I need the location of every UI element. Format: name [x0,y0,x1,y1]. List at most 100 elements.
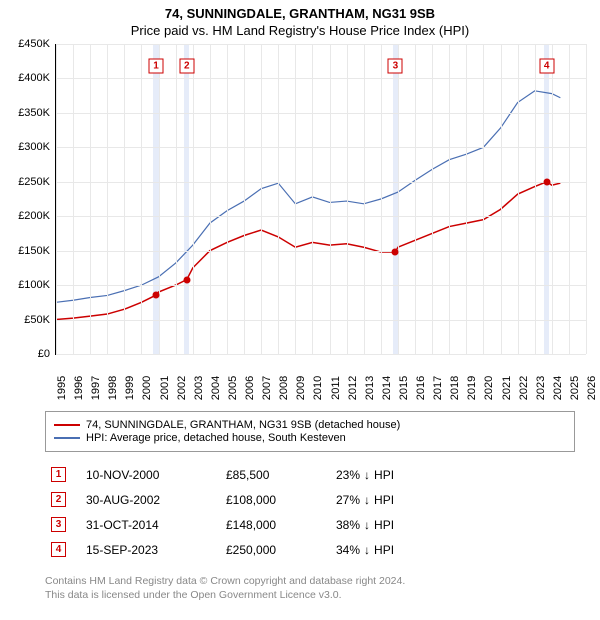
gridline-h [56,251,586,252]
gridline-v [381,44,382,354]
gridline-v [210,44,211,354]
y-tick-label: £100K [8,279,50,291]
sale-diff: 34%↓HPI [336,543,446,557]
gridline-v [330,44,331,354]
x-tick-label: 2011 [330,376,342,400]
x-tick-label: 2015 [398,376,410,400]
legend-label: HPI: Average price, detached house, Sout… [86,432,346,444]
sale-row-marker: 2 [51,492,66,507]
x-tick-label: 2017 [432,376,444,400]
x-tick-label: 2000 [141,376,153,400]
sale-diff: 23%↓HPI [336,468,446,482]
page-subtitle: Price paid vs. HM Land Registry's House … [0,23,600,38]
sale-date: 31-OCT-2014 [86,518,206,532]
x-tick-label: 2005 [227,376,239,400]
arrow-down-icon: ↓ [364,493,370,507]
x-tick-label: 2013 [364,376,376,400]
attribution-line: This data is licensed under the Open Gov… [45,588,575,602]
y-tick-label: £200K [8,210,50,222]
sale-dot [392,249,399,256]
sale-row-marker: 3 [51,517,66,532]
gridline-v [586,44,587,354]
y-tick-label: £400K [8,72,50,84]
gridline-v [569,44,570,354]
gridline-v [535,44,536,354]
gridline-h [56,78,586,79]
gridline-v [449,44,450,354]
gridline-h [56,285,586,286]
x-tick-label: 2020 [483,376,495,400]
y-tick-label: £0 [8,348,50,360]
sale-dot [543,178,550,185]
y-tick-label: £450K [8,38,50,50]
series-line-hpi [56,91,560,302]
gridline-v [347,44,348,354]
sales-row: 331-OCT-2014£148,00038%↓HPI [45,512,575,537]
sale-marker-box: 3 [388,59,403,74]
x-tick-label: 2001 [159,376,171,400]
sale-marker-box: 1 [149,59,164,74]
gridline-v [124,44,125,354]
gridline-v [518,44,519,354]
y-tick-label: £150K [8,245,50,257]
chart-container: £0£50K£100K£150K£200K£250K£300K£350K£400… [10,44,590,355]
sale-price: £148,000 [226,518,316,532]
gridline-v [466,44,467,354]
sale-dot [153,292,160,299]
x-tick-label: 2002 [176,376,188,400]
x-tick-label: 2023 [535,376,547,400]
gridline-v [56,44,57,354]
x-tick-label: 2021 [501,376,513,400]
sale-marker-box: 4 [539,59,554,74]
gridline-h [56,113,586,114]
gridline-v [176,44,177,354]
gridline-v [364,44,365,354]
x-tick-label: 2019 [466,376,478,400]
x-tick-label: 1995 [56,376,68,400]
sale-dot [183,276,190,283]
x-tick-label: 2024 [552,376,564,400]
gridline-v [227,44,228,354]
x-tick-label: 2009 [295,376,307,400]
x-tick-label: 2003 [193,376,205,400]
gridline-h [56,354,586,355]
plot-area: £0£50K£100K£150K£200K£250K£300K£350K£400… [55,44,586,355]
sale-diff: 27%↓HPI [336,493,446,507]
sale-date: 10-NOV-2000 [86,468,206,482]
sale-row-marker: 1 [51,467,66,482]
y-tick-label: £300K [8,141,50,153]
gridline-h [56,44,586,45]
sales-row: 415-SEP-2023£250,00034%↓HPI [45,537,575,562]
page-title: 74, SUNNINGDALE, GRANTHAM, NG31 9SB [0,6,600,21]
sales-row: 230-AUG-2002£108,00027%↓HPI [45,487,575,512]
sale-price: £85,500 [226,468,316,482]
x-tick-label: 2012 [347,376,359,400]
gridline-v [73,44,74,354]
gridline-v [483,44,484,354]
legend-swatch-property [54,424,80,426]
gridline-h [56,216,586,217]
sales-table: 1 10-NOV-2000 £85,500 23%↓HPI 2 30-AUG-2002 £1… [45,462,575,562]
gridline-h [56,182,586,183]
arrow-down-icon: ↓ [364,518,370,532]
gridline-v [398,44,399,354]
sales-row: 1 10-NOV-2000 £85,500 23%↓HPI [45,462,575,487]
sale-date: 30-AUG-2002 [86,493,206,507]
x-tick-label: 1999 [124,376,136,400]
x-tick-label: 2008 [278,376,290,400]
x-tick-label: 2026 [586,376,598,400]
gridline-v [141,44,142,354]
arrow-down-icon: ↓ [364,543,370,557]
x-tick-label: 1996 [73,376,85,400]
legend: 74, SUNNINGDALE, GRANTHAM, NG31 9SB (det… [45,411,575,452]
gridline-v [415,44,416,354]
gridline-v [278,44,279,354]
legend-label: 74, SUNNINGDALE, GRANTHAM, NG31 9SB (det… [86,419,400,431]
gridline-h [56,320,586,321]
gridline-v [501,44,502,354]
arrow-down-icon: ↓ [364,468,370,482]
x-tick-label: 2004 [210,376,222,400]
y-tick-label: £250K [8,176,50,188]
gridline-v [432,44,433,354]
x-tick-label: 1998 [107,376,119,400]
